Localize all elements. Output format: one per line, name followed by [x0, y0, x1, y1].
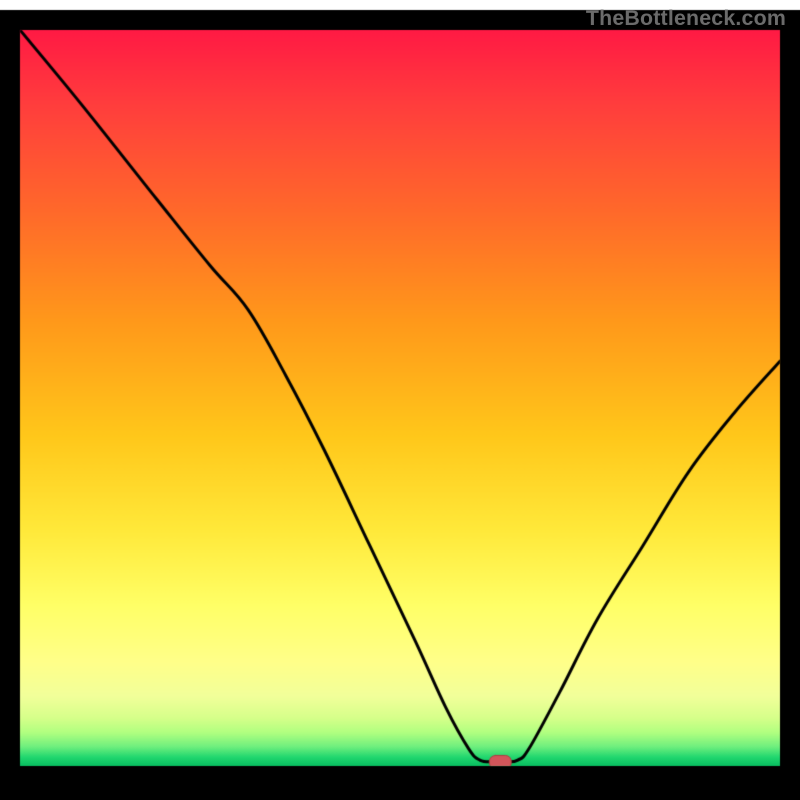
bottleneck-curve [0, 0, 800, 800]
chart-frame: TheBottleneck.com [0, 0, 800, 800]
watermark-label: TheBottleneck.com [586, 6, 786, 31]
